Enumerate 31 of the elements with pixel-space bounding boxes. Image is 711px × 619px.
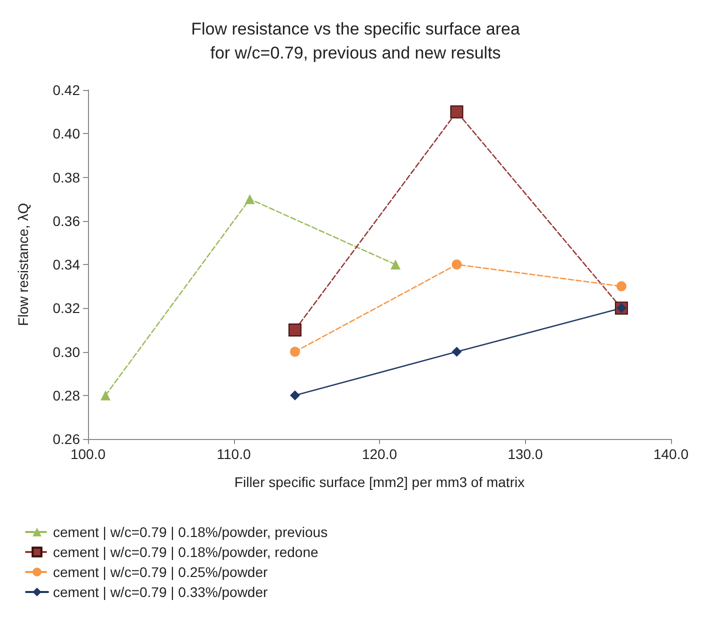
point — [616, 281, 626, 292]
chart-title: Flow resistance vs the specific surface area for w/c=0.79, previous and new results — [191, 20, 520, 62]
y-tick-label: 0.28 — [52, 387, 80, 404]
point — [452, 260, 462, 270]
point — [100, 390, 110, 400]
y-axis-title: Flow resistance, λQ — [15, 202, 31, 326]
legend-label: cement | w/c=0.79 | 0.25%/powder — [53, 564, 268, 580]
x-tick-label: 110.0 — [216, 446, 251, 462]
x-tick-label: 140.0 — [653, 446, 689, 462]
y-tick-label: 0.36 — [52, 212, 80, 229]
point — [288, 323, 302, 336]
x-tick-label: 130.0 — [508, 446, 543, 462]
legend-label: cement | w/c=0.79 | 0.18%/powder, redone — [53, 544, 318, 560]
y-tick-label: 0.40 — [52, 126, 80, 142]
point — [450, 105, 464, 118]
legend-label: cement | w/c=0.79 | 0.18%/powder, previous — [53, 524, 328, 540]
point — [244, 194, 255, 204]
y-tick-label: 0.38 — [52, 169, 80, 186]
point — [390, 260, 401, 270]
point — [290, 390, 300, 400]
y-tick-label: 0.26 — [52, 431, 80, 447]
point — [452, 346, 462, 357]
y-tick-label: 0.32 — [52, 300, 80, 316]
y-tick-label: 0.30 — [52, 344, 80, 360]
legend-label: cement | w/c=0.79 | 0.33%/powder — [53, 584, 268, 600]
y-tick-label: 0.34 — [52, 256, 80, 272]
x-axis-title: Filler specific surface [mm2] per mm3 of matrix — [234, 474, 525, 490]
x-tick-label: 120.0 — [362, 446, 398, 462]
y-tick-label: 0.42 — [52, 82, 80, 98]
x-tick-label: 100.0 — [70, 446, 106, 462]
point — [290, 346, 300, 357]
